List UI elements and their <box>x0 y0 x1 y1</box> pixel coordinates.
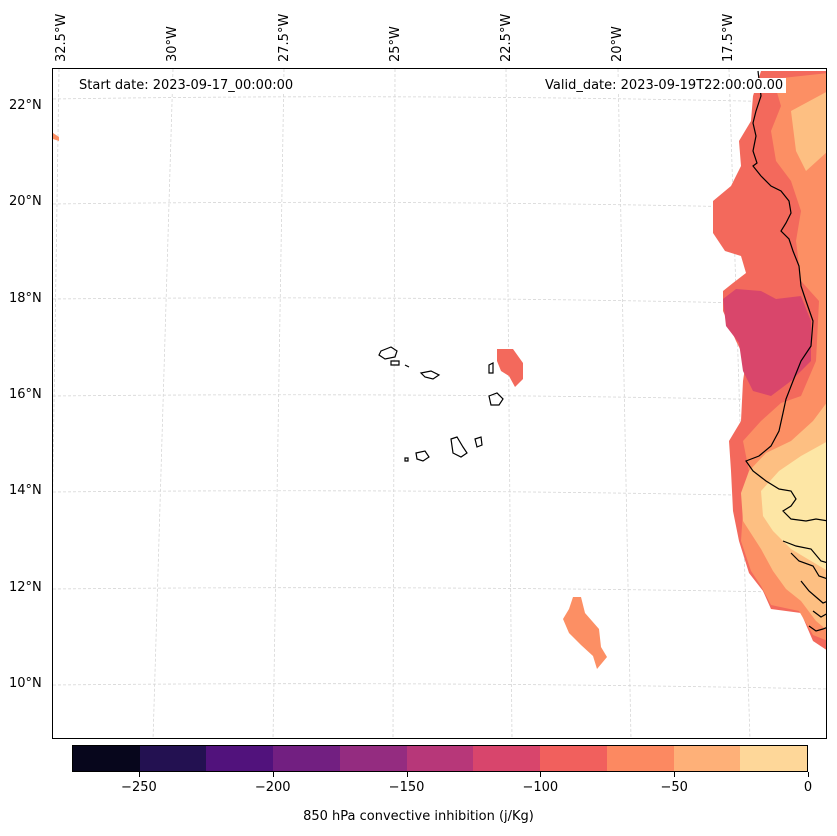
cin-region-coast-dark <box>723 289 811 396</box>
map-panel <box>52 68 827 739</box>
colorbar-tick-label: 0 <box>803 780 813 795</box>
colorbar-tick <box>674 772 676 777</box>
lon-label: 25°W <box>388 26 403 62</box>
colorbar-tick <box>808 772 809 777</box>
colorbar-segment <box>540 746 607 771</box>
colorbar-segment <box>339 746 407 771</box>
colorbar-tick <box>540 772 542 777</box>
lat-label: 18°N <box>9 291 42 306</box>
colorbar-segment <box>673 746 741 771</box>
gridline-lon <box>53 69 60 499</box>
valid-date-label: Valid_date: 2023-09-19T22:00:00.00 <box>542 78 787 93</box>
colorbar <box>72 745 808 772</box>
colorbar-segment <box>206 746 274 771</box>
island-santo-antao <box>378 346 398 360</box>
colorbar-segment <box>473 746 541 771</box>
cin-contours <box>53 71 826 669</box>
island-fogo <box>415 450 430 462</box>
cin-region-coast-lightest <box>761 442 826 570</box>
colorbar-tick-label: −200 <box>254 780 291 795</box>
colorbar-segment <box>273 746 340 771</box>
gridline-lon <box>617 69 632 738</box>
colorbar-tick-label: −50 <box>660 780 688 795</box>
colorbar-tick <box>406 772 408 777</box>
coastline-africa <box>745 70 826 522</box>
colorbar-tick-label: −250 <box>121 780 157 795</box>
gridline-lon <box>392 69 396 738</box>
start-date-label: Start date: 2023-09-17_00:00:00 <box>76 78 297 93</box>
coastlines <box>378 70 826 632</box>
cin-region-patch-south <box>563 597 607 669</box>
lon-label: 22.5°W <box>499 13 514 62</box>
lat-label: 10°N <box>9 676 42 691</box>
island-boa-vista <box>488 392 504 406</box>
colorbar-tick-label: −100 <box>522 780 559 795</box>
island-maio <box>474 436 483 448</box>
colorbar-tick-label: −150 <box>388 780 425 795</box>
colorbar-tick <box>272 772 274 777</box>
lat-label: 12°N <box>9 580 42 595</box>
colorbar-segment <box>606 746 674 771</box>
colorbar-tick <box>138 772 140 777</box>
lon-label: 27.5°W <box>277 13 292 62</box>
gridline-lon <box>272 69 285 738</box>
island-brava <box>404 457 409 462</box>
gridline-lat <box>53 96 826 104</box>
lon-label: 30°W <box>165 26 180 62</box>
island-santa-luzia <box>404 364 410 368</box>
gridline-lat <box>53 394 826 402</box>
colorbar-label: 850 hPa convective inhibition (j/Kg) <box>303 809 534 824</box>
lat-label: 14°N <box>9 483 42 498</box>
graticule <box>53 69 826 738</box>
lon-label: 20°W <box>610 26 625 62</box>
cin-region-small-west <box>53 133 59 141</box>
gridline-lat <box>53 201 826 210</box>
gridline-lat <box>53 297 826 306</box>
gridline-lat <box>53 587 826 594</box>
lat-label: 16°N <box>9 387 42 402</box>
colorbar-segment <box>406 746 474 771</box>
colorbar-segment <box>139 746 207 771</box>
gridline-lat <box>53 490 826 498</box>
gridline-lon <box>152 69 174 738</box>
lat-label: 20°N <box>9 194 42 209</box>
lon-label: 17.5°W <box>721 13 736 62</box>
colorbar-segment <box>740 746 808 771</box>
lat-label: 22°N <box>9 98 42 113</box>
colorbar-segment <box>73 746 140 771</box>
island-santiago <box>450 436 468 458</box>
island-sao-vicente <box>390 360 400 366</box>
gridline-lon <box>505 69 513 738</box>
lon-label: 32.5°W <box>54 13 69 62</box>
gridline-lon <box>728 69 751 738</box>
island-sal <box>488 362 494 374</box>
cin-region-patch-cv <box>497 349 523 387</box>
coastline-guinea <box>782 540 826 632</box>
map-canvas <box>53 69 826 738</box>
island-sao-nicolau <box>419 370 441 380</box>
gridline-lat <box>53 683 826 690</box>
